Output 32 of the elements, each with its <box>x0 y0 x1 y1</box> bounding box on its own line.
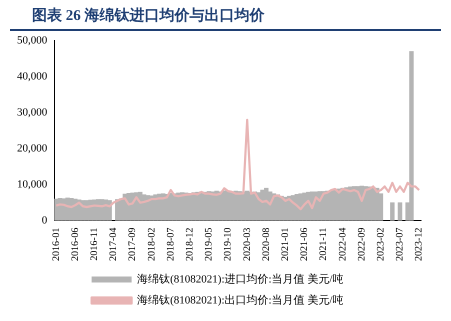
x-tick-label: 2016-01 <box>50 228 62 262</box>
y-tick-label: 30,000 <box>17 106 48 119</box>
x-tick-label: 2022-04 <box>337 228 348 262</box>
x-tick-label: 2023-07 <box>394 228 406 262</box>
legend-label: 海绵钛(81082021):进口均价:当月值 美元/吨 <box>137 272 344 286</box>
x-tick-label: 2021-01 <box>280 228 292 262</box>
x-tick-label: 2017-04 <box>108 228 120 262</box>
x-tick-label: 2022-09 <box>356 228 368 262</box>
y-tick-label: 40,000 <box>17 70 48 83</box>
legend-label: 海绵钛(81082021):出口均价:当月值 美元/吨 <box>137 293 344 306</box>
x-tick-label: 2016-11 <box>88 228 100 261</box>
x-tick-label: 2023-12 <box>414 228 425 262</box>
x-tick-label: 2020-03 <box>242 228 253 262</box>
x-tick-label: 2019-10 <box>222 228 234 262</box>
y-tick-label: 20,000 <box>17 142 48 155</box>
bar <box>390 202 395 221</box>
x-tick-label: 2020-08 <box>260 228 272 262</box>
x-tick-label: 2016-06 <box>70 228 81 262</box>
chart-title: 图表 26 海绵钛进口均价与出口均价 <box>10 0 441 31</box>
x-tick-label: 2018-02 <box>146 228 158 262</box>
x-tick-label: 2018-12 <box>184 228 196 262</box>
x-tick-label: 2023-02 <box>376 228 387 262</box>
bar <box>398 202 402 221</box>
y-tick-label: 0 <box>42 214 48 227</box>
x-tick-label: 2019-05 <box>204 228 215 262</box>
bar <box>409 51 414 221</box>
y-tick-label: 50,000 <box>17 34 48 46</box>
x-tick-label: 2017-09 <box>127 228 138 262</box>
y-tick-label: 10,000 <box>17 178 48 191</box>
x-tick-label: 2018-07 <box>165 228 176 262</box>
x-tick-label: 2021-11 <box>318 228 330 261</box>
x-tick-label: 2021-06 <box>299 228 310 262</box>
